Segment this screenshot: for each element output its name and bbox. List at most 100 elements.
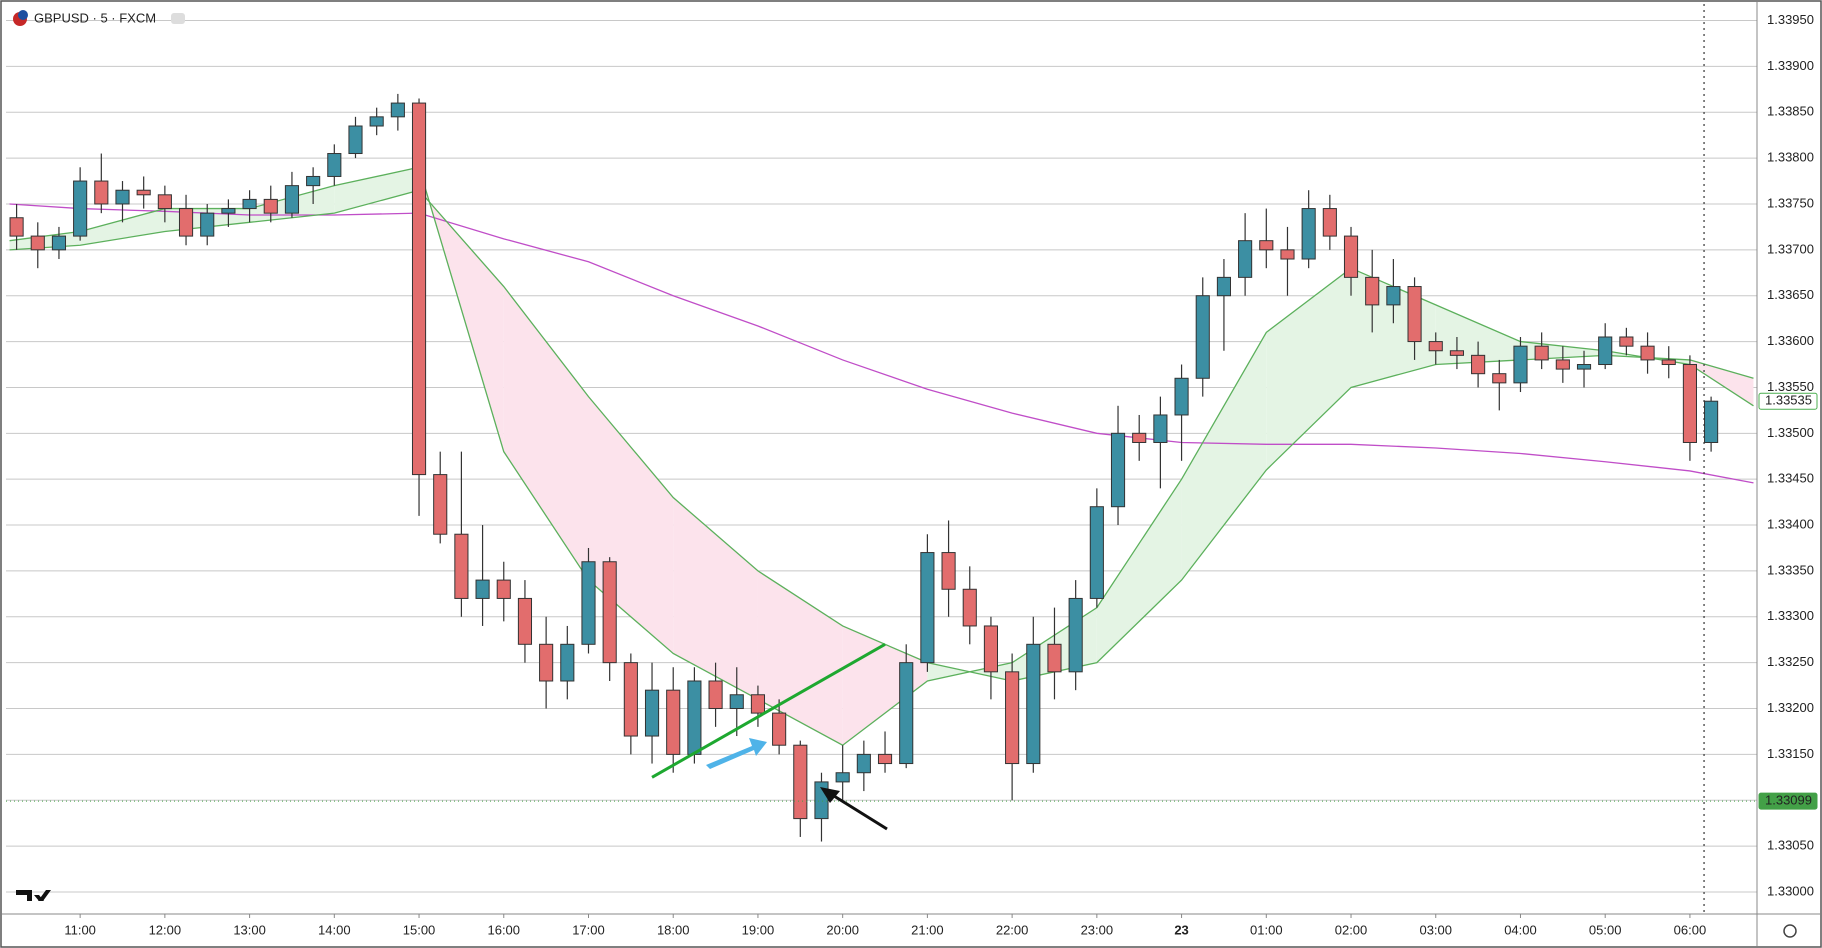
price-label-box: [1758, 792, 1818, 810]
price-label: 1.33535: [1765, 393, 1812, 408]
indicator-band: [503, 286, 589, 581]
candle-body: [1534, 345, 1549, 361]
price-label: 1.33099: [1765, 793, 1812, 808]
candle-body: [1576, 364, 1592, 370]
y-tick-label: 1.33250: [1767, 654, 1814, 669]
x-tick-label: 04:00: [1504, 922, 1537, 937]
trend-line: [651, 642, 886, 779]
black-arrow-head: [820, 787, 840, 803]
indicator-band: [334, 167, 420, 214]
candle-body: [136, 189, 151, 196]
candle-body: [539, 643, 554, 682]
candle-body: [475, 579, 490, 599]
x-tick-label: 02:00: [1335, 922, 1368, 937]
candle-body: [1026, 643, 1041, 765]
y-tick-label: 1.33000: [1767, 883, 1814, 898]
y-tick-label: 1.33450: [1767, 471, 1814, 486]
candle-body: [750, 694, 766, 714]
y-tick-label: 1.33600: [1767, 333, 1814, 348]
candle-body: [348, 125, 363, 155]
candle-body: [369, 116, 384, 127]
candle-body: [221, 208, 236, 214]
candle-body: [454, 533, 469, 599]
y-tick-label: 1.33650: [1767, 287, 1814, 302]
settings-icon[interactable]: [1783, 924, 1797, 938]
candle-body: [1555, 359, 1570, 370]
x-tick-label: 20:00: [826, 922, 859, 937]
candle-body: [433, 474, 448, 535]
indicator-band: [673, 497, 758, 700]
x-tick-label: 06:00: [1674, 922, 1707, 937]
candle-body: [1068, 597, 1083, 673]
candle-body: [835, 772, 850, 783]
symbol-title: GBPUSD · 5 · FXCM: [34, 10, 156, 25]
candle-body: [1174, 377, 1189, 416]
candle-body: [390, 102, 405, 118]
candle-body: [411, 102, 427, 476]
candle-body: [157, 194, 172, 210]
tv-logo: [16, 890, 51, 901]
candle-body: [666, 689, 681, 755]
candle-body: [94, 180, 109, 205]
candle-body: [920, 552, 935, 664]
y-tick-label: 1.33150: [1767, 746, 1814, 761]
candle-body: [1153, 414, 1168, 443]
candle-body: [30, 235, 45, 251]
candle-body: [1216, 276, 1231, 297]
plot-area: [6, 4, 1757, 914]
candle-body: [1449, 350, 1464, 356]
candle-body: [1428, 341, 1443, 352]
candle-body: [1280, 249, 1295, 260]
candle-body: [856, 753, 871, 774]
candle-body: [1343, 235, 1359, 278]
candle-body: [1661, 359, 1676, 366]
y-tick-label: 1.33400: [1767, 516, 1814, 531]
candle-body: [772, 712, 787, 746]
indicator-band: [1096, 479, 1182, 663]
x-tick-label: 19:00: [742, 922, 775, 937]
x-tick-label: 05:00: [1589, 922, 1622, 937]
collapse-button[interactable]: [171, 13, 185, 24]
candle-body: [284, 185, 300, 214]
x-tick-label: 16:00: [487, 922, 520, 937]
candle-body: [1407, 286, 1422, 343]
candle-body: [1619, 336, 1634, 347]
candle-body: [1195, 295, 1210, 379]
candle-body: [1365, 276, 1380, 306]
candle-body: [899, 662, 914, 765]
candle-body: [708, 680, 723, 710]
x-tick-label: 11:00: [64, 922, 96, 937]
candle-body: [496, 579, 511, 599]
candle-body: [1704, 400, 1719, 443]
y-tick-label: 1.33950: [1767, 12, 1814, 27]
candle-body: [1640, 345, 1655, 361]
candle-body: [560, 643, 575, 682]
x-tick-label: 14:00: [318, 922, 351, 937]
candle-body: [687, 680, 702, 755]
x-tick-label: 23:00: [1081, 922, 1114, 937]
candle-body: [1492, 373, 1507, 384]
x-tick-label: 21:00: [911, 922, 944, 937]
candle-body: [73, 180, 88, 237]
candle-body: [1513, 345, 1528, 384]
x-tick-label: 18:00: [657, 922, 690, 937]
candle-body: [517, 597, 533, 645]
candle-body: [1238, 240, 1253, 278]
y-tick-label: 1.33200: [1767, 700, 1814, 715]
candle-body: [1132, 432, 1147, 443]
y-tick-label: 1.33500: [1767, 425, 1814, 440]
y-tick-label: 1.33050: [1767, 838, 1814, 853]
candle-body: [962, 588, 977, 627]
candle-body: [306, 175, 321, 187]
x-tick-label: 23: [1174, 922, 1188, 937]
x-tick-label: 15:00: [403, 922, 436, 937]
candle-body: [1259, 240, 1274, 251]
candle-body: [327, 153, 342, 177]
black-arrow: [825, 789, 888, 831]
x-tick-label: 03:00: [1419, 922, 1452, 937]
candle-body: [1047, 643, 1062, 673]
price-label-box: [1758, 392, 1818, 410]
candle-body: [178, 208, 194, 237]
